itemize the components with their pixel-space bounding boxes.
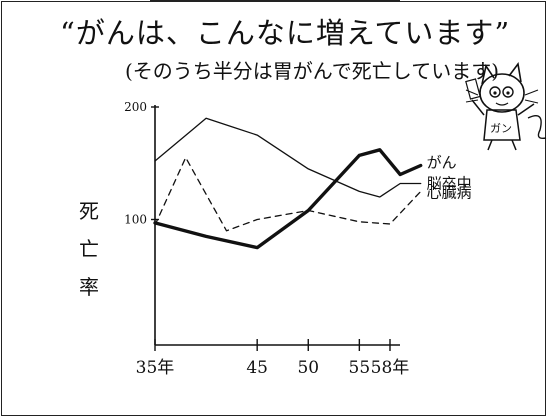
cancer-character-icon: ガン bbox=[465, 62, 547, 151]
y-axis-label: 死亡率 bbox=[79, 199, 99, 299]
chart-subtitle: (そのうち半分は胃がんで死亡しています) bbox=[125, 59, 500, 83]
series-line-2 bbox=[154, 156, 422, 232]
x-tick-label: 35年 bbox=[136, 358, 175, 378]
top-rule bbox=[150, 0, 400, 5]
x-tick-label: 50 bbox=[297, 358, 319, 378]
x-tick-label: 58年 bbox=[371, 358, 410, 378]
mascot-badge: ガン bbox=[490, 122, 512, 135]
x-tick-label: 55 bbox=[349, 358, 371, 378]
x-tick-label: 45 bbox=[246, 358, 268, 378]
y-tick-label: 100 bbox=[124, 213, 147, 227]
axes: 100 200 35年 45 50 55 58年 bbox=[124, 100, 409, 378]
y-tick-label: 200 bbox=[124, 100, 147, 114]
series-line-0 bbox=[153, 148, 423, 250]
series-label-2: 心臓病 bbox=[427, 183, 472, 201]
chart-title: “がんは、こんなに増えています” bbox=[60, 16, 511, 50]
series-line-1 bbox=[154, 117, 422, 198]
series-label-0: がん bbox=[427, 154, 457, 172]
series-label-1: 脳卒中 bbox=[427, 175, 472, 193]
